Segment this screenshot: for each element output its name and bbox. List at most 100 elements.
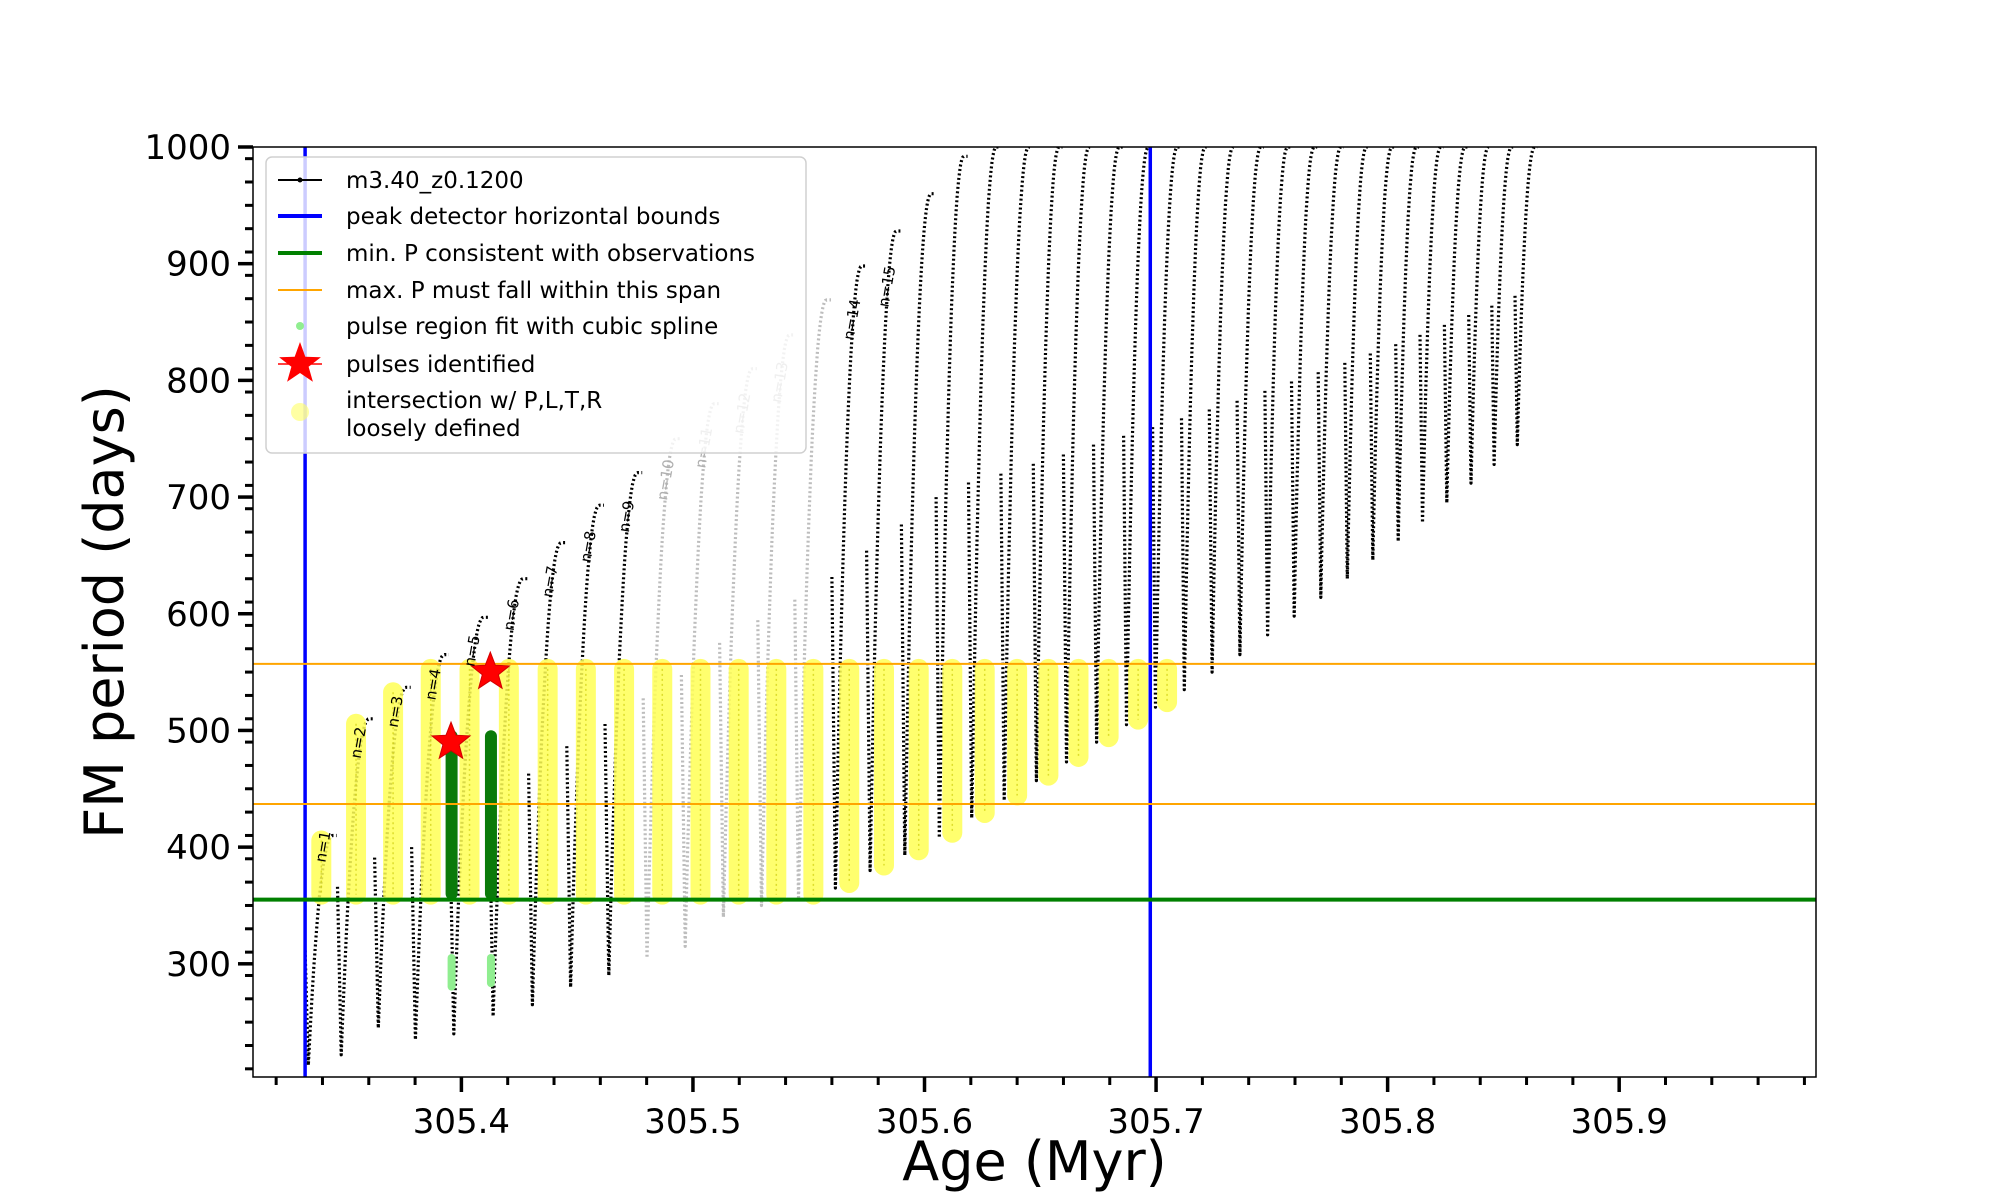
pulse-7 <box>527 541 566 1007</box>
pulse-identified-star-1 <box>430 720 472 760</box>
pulse-label-4: n=4 <box>422 667 445 701</box>
pulse-curve <box>1418 147 1444 525</box>
legend-box <box>265 156 807 454</box>
pulse-label-2: n=2 <box>347 726 370 760</box>
pulse-label-7: n=7 <box>538 564 561 598</box>
pulse-1 <box>303 830 337 1067</box>
pulse-curve <box>603 471 643 978</box>
pulse-37 <box>1467 147 1491 485</box>
pulse-39 <box>1513 147 1538 447</box>
legend-item-5: pulse region fit with cubic spline <box>296 314 718 340</box>
y-tick-label: 400 <box>166 828 231 868</box>
pulse-10 <box>641 437 681 960</box>
y-tick-label: 800 <box>166 361 231 401</box>
legend-item-7: intersection w/ P,L,T,R loosely defined <box>291 388 602 442</box>
y-tick-label: 600 <box>166 595 231 635</box>
pulse-18 <box>934 154 968 843</box>
pulse-curve <box>1343 147 1370 581</box>
pulse-label-15: n=14 <box>840 298 865 342</box>
pulse-curve <box>718 367 757 919</box>
pulse-26 <box>1179 147 1209 692</box>
x-axis-title: Age (Myr) <box>902 1130 1167 1193</box>
pulse-2 <box>335 713 374 1057</box>
y-tick-label: 300 <box>166 945 231 985</box>
legend-star-swatch <box>279 342 321 382</box>
x-tick-label: 305.8 <box>1339 1102 1436 1142</box>
legend-label-line: intersection w/ P,L,T,R <box>346 388 602 414</box>
pulse-13 <box>756 333 794 908</box>
plot-frame <box>252 146 1817 1078</box>
pulse-21 <box>1031 147 1063 786</box>
pulse-label-1: n=1 <box>311 829 334 863</box>
pulse-20 <box>999 147 1033 806</box>
pulse-curve <box>527 541 566 1007</box>
pulse-4 <box>410 653 449 1042</box>
y-tick-label: 1000 <box>144 128 231 168</box>
pulse-label-8: n=8 <box>577 529 600 563</box>
pulse-27 <box>1207 147 1237 674</box>
pulse-curve <box>1263 147 1291 637</box>
pulse-23 <box>1091 147 1123 748</box>
pulse-22 <box>1061 147 1093 767</box>
pulse-14 <box>793 298 831 905</box>
pulse-34 <box>1394 147 1420 543</box>
pulse-curve <box>966 147 1000 820</box>
pulse-curve <box>565 503 604 989</box>
pulse-curve <box>1368 147 1395 562</box>
legend-dot-swatch <box>291 403 309 421</box>
pulse-label-10: n=10 <box>653 458 678 502</box>
legend-item-6: pulses identified <box>278 342 535 382</box>
legend-item-1: m3.40_z0.1200 <box>278 168 524 194</box>
pulse-35 <box>1418 147 1444 525</box>
y-tick-label: 900 <box>166 245 231 285</box>
pulse-33 <box>1368 147 1395 562</box>
pulse-15 <box>830 264 866 893</box>
x-tick-label: 305.6 <box>876 1102 973 1142</box>
y-tick-label: 500 <box>166 711 231 751</box>
pulse-38 <box>1490 147 1515 466</box>
pulse-12 <box>718 367 757 919</box>
pulse-curve <box>1207 147 1237 674</box>
pulse-28 <box>1235 147 1264 657</box>
legend-label-line: loosely defined <box>346 416 521 442</box>
legend-label: pulse region fit with cubic spline <box>346 314 718 340</box>
pulse-curve <box>1490 147 1515 466</box>
pulse-24 <box>1122 147 1152 730</box>
legend-item-4: max. P must fall within this span <box>278 278 721 304</box>
x-tick-label: 305.5 <box>644 1102 741 1142</box>
legend-item-2: peak detector horizontal bounds <box>278 204 720 230</box>
pulse-8 <box>565 503 604 989</box>
pulse-25 <box>1151 147 1181 713</box>
pulse-curve <box>830 264 866 890</box>
legend-label: peak detector horizontal bounds <box>346 204 720 230</box>
pulse-curve <box>1235 147 1264 657</box>
pulse-9 <box>603 471 643 978</box>
legend-label: pulses identified <box>346 352 535 378</box>
pulse-5 <box>445 615 489 1036</box>
pulse-label-3: n=3 <box>384 695 407 729</box>
pulse-31 <box>1316 147 1344 599</box>
pulse-curve <box>1442 147 1468 505</box>
pulse-label-16: n=15 <box>874 265 899 309</box>
pulse-11 <box>679 402 719 948</box>
legend-label: intersection w/ P,L,T,R loosely defined <box>346 388 602 442</box>
pulse-curve <box>999 147 1033 803</box>
pulse-curve <box>1513 147 1538 447</box>
pulse-curve <box>410 653 449 1042</box>
pulse-label-9: n=9 <box>615 499 638 533</box>
pulse-curve <box>1061 147 1093 764</box>
pulse-curve <box>756 333 794 908</box>
x-tick-label: 305.7 <box>1107 1102 1204 1142</box>
pulse-19 <box>966 147 1000 823</box>
series-layer <box>303 147 1538 1067</box>
pulse-curve <box>1031 147 1063 783</box>
legend-item-3: min. P consistent with observations <box>278 241 755 267</box>
legend-label: max. P must fall within this span <box>346 278 721 304</box>
pulse-30 <box>1289 147 1318 618</box>
legend-marker-swatch <box>297 177 303 183</box>
y-tick-label: 700 <box>166 478 231 518</box>
pulse-identified-star-2 <box>469 650 511 690</box>
x-tick-label: 305.9 <box>1571 1102 1668 1142</box>
